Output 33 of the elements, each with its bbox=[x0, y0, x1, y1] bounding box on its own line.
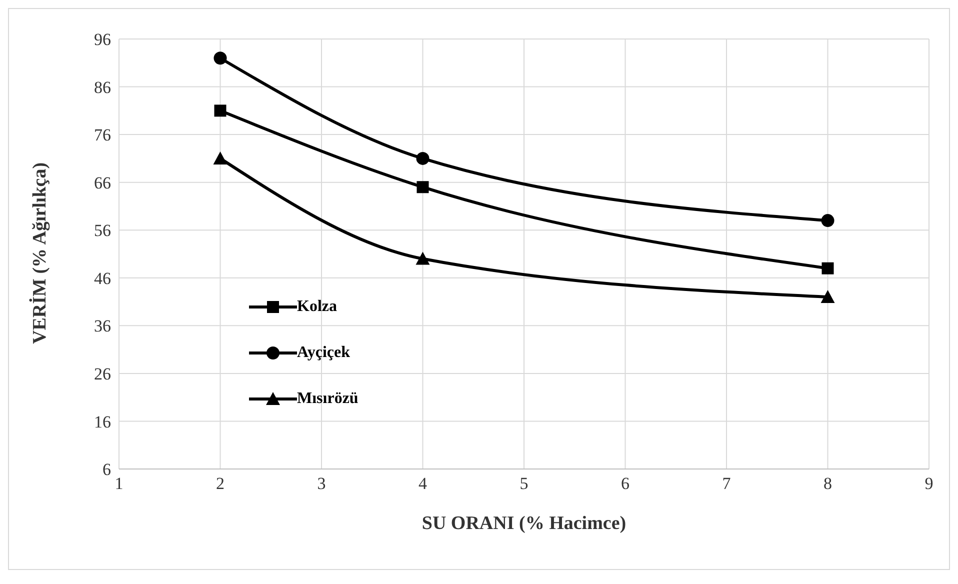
y-tick-label: 56 bbox=[94, 221, 111, 240]
x-tick-label: 6 bbox=[621, 474, 630, 494]
x-tick-label: 3 bbox=[317, 474, 326, 494]
x-tick-label: 8 bbox=[824, 474, 832, 494]
point bbox=[213, 151, 228, 164]
y-tick-label: 66 bbox=[94, 173, 111, 192]
y-tick-label: 26 bbox=[94, 364, 111, 384]
y-tick-label: 86 bbox=[94, 78, 111, 97]
x-tick-label: 5 bbox=[520, 474, 528, 494]
point bbox=[822, 262, 834, 274]
y-axis-title: VERİM (% Ağırlıkça) bbox=[28, 162, 51, 344]
y-tick-label: 6 bbox=[102, 460, 111, 480]
point bbox=[820, 290, 835, 303]
point bbox=[821, 214, 834, 228]
x-tick-label: 2 bbox=[216, 474, 224, 494]
point bbox=[416, 152, 430, 165]
x-tick-label: 9 bbox=[924, 474, 934, 494]
x-tick-label: 1 bbox=[114, 474, 124, 494]
legend-label: Mısırözü bbox=[297, 390, 358, 408]
x-tick-label: 7 bbox=[722, 474, 732, 494]
point bbox=[214, 52, 227, 65]
x-axis-title: SU ORANI (% Hacimce) bbox=[422, 513, 626, 534]
y-tick-label: 46 bbox=[94, 268, 111, 288]
legend-label: Kolza bbox=[297, 298, 337, 316]
point bbox=[416, 181, 429, 194]
y-tick-label: 76 bbox=[94, 126, 111, 145]
legend-label: Ayçiçek bbox=[297, 344, 350, 362]
y-tick-label: 36 bbox=[94, 316, 111, 336]
point bbox=[416, 252, 430, 265]
y-tick-label: 16 bbox=[94, 412, 111, 432]
point bbox=[214, 104, 226, 117]
x-tick-label: 4 bbox=[418, 474, 428, 494]
y-tick-label: 96 bbox=[94, 30, 111, 50]
